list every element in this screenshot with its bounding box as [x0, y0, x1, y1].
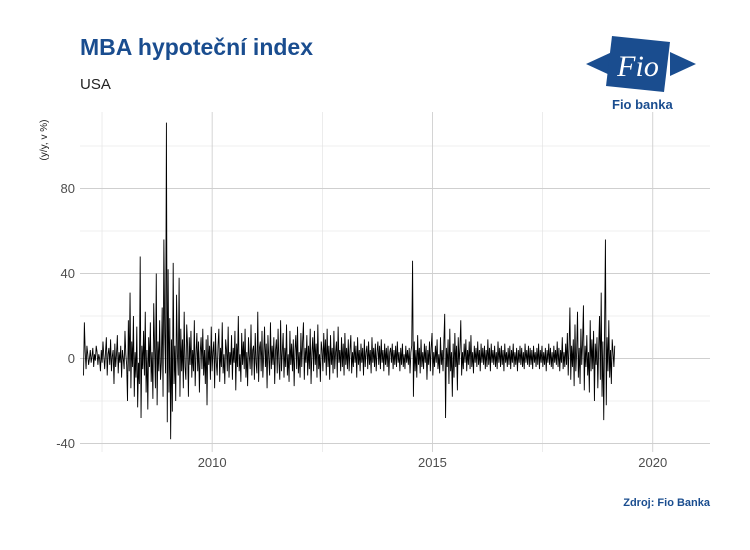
- fio-logo-icon: Fio: [586, 36, 696, 92]
- grid: [80, 112, 710, 452]
- series-line: [83, 122, 616, 440]
- logo-caption: Fio banka: [612, 97, 673, 112]
- y-tick-label: -40: [56, 436, 75, 451]
- x-tick-label: 2015: [418, 455, 447, 470]
- x-tick-label: 2020: [638, 455, 667, 470]
- logo-diamond-left: [586, 52, 612, 76]
- axis-labels: 2010 2015 2020 -40 0 40 80: [56, 181, 667, 470]
- y-tick-label: 80: [61, 181, 75, 196]
- chart-subtitle: USA: [80, 76, 111, 93]
- source-note: Zdroj: Fio Banka: [623, 497, 710, 509]
- chart-title: MBA hypoteční index: [80, 34, 313, 60]
- x-tick-label: 2010: [198, 455, 227, 470]
- logo-diamond-right: [670, 52, 696, 76]
- y-tick-label: 40: [61, 266, 75, 281]
- logo-mark-text: Fio: [616, 50, 659, 83]
- logo-square: [606, 36, 670, 92]
- y-tick-label: 0: [68, 351, 75, 366]
- y-axis-label: (y/y, v %): [39, 120, 50, 161]
